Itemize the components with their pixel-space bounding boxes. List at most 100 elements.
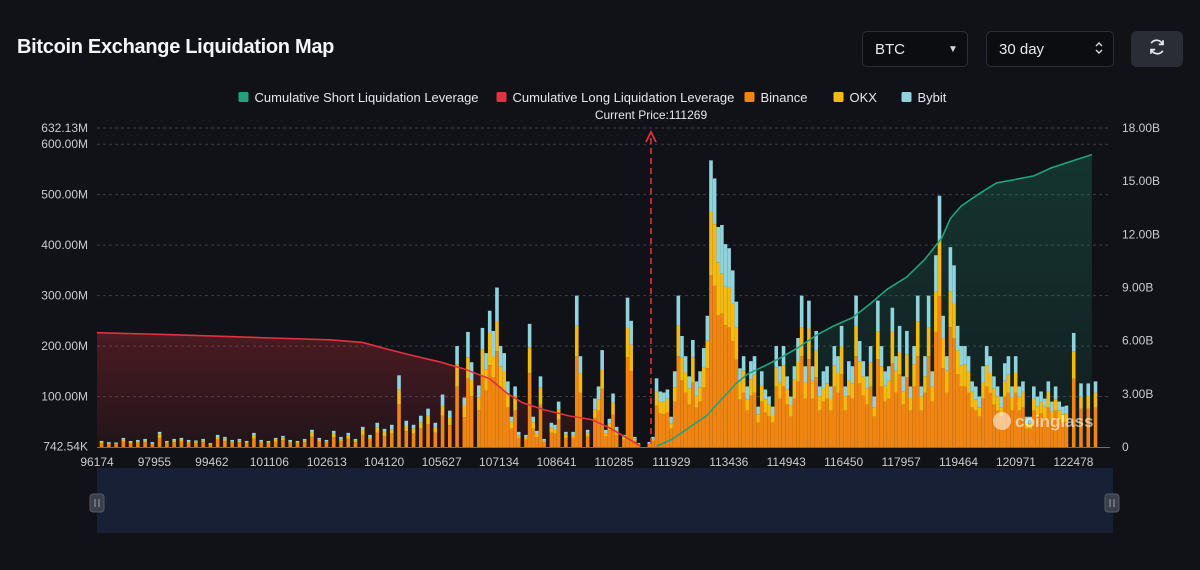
bar-stack[interactable] (611, 393, 615, 447)
refresh-button[interactable] (1131, 31, 1183, 67)
bar-stack[interactable] (651, 436, 655, 447)
bar-stack[interactable] (865, 376, 869, 447)
bar-stack[interactable] (662, 392, 666, 447)
bar-stack[interactable] (535, 430, 539, 447)
bar-stack[interactable] (564, 431, 568, 447)
legend-item[interactable]: Cumulative Short Liquidation Leverage (238, 90, 479, 105)
bar-stack[interactable] (411, 424, 416, 447)
symbol-select[interactable]: BTC ▼ (862, 31, 968, 67)
bar-stack[interactable] (836, 356, 840, 447)
bar-stack[interactable] (440, 394, 445, 447)
bar-stack[interactable] (669, 416, 673, 447)
bar-stack[interactable] (1064, 405, 1069, 447)
bar-stack[interactable] (959, 346, 964, 447)
bar-stack[interactable] (705, 315, 710, 447)
bar-stack[interactable] (593, 398, 597, 447)
bar-stack[interactable] (821, 371, 826, 447)
bar-stack[interactable] (1071, 332, 1076, 447)
bar-stack[interactable] (807, 300, 811, 447)
bar-stack[interactable] (516, 431, 521, 447)
bar-stack[interactable] (633, 436, 637, 447)
bar-stack[interactable] (756, 406, 760, 447)
bar-stack[interactable] (288, 439, 292, 447)
bar-stack[interactable] (759, 371, 764, 447)
bar-stack[interactable] (1053, 386, 1058, 447)
bar-stack[interactable] (600, 350, 604, 447)
bar-stack[interactable] (727, 248, 731, 447)
bar-stack[interactable] (1057, 401, 1062, 447)
bar-stack[interactable] (165, 440, 169, 447)
bar-stack[interactable] (752, 356, 757, 447)
bar-stack[interactable] (448, 410, 452, 447)
bar-stack[interactable] (1006, 356, 1011, 447)
bar-stack[interactable] (926, 295, 931, 447)
bar-stack[interactable] (981, 366, 985, 447)
bar-stack[interactable] (1024, 416, 1029, 447)
bar-stack[interactable] (952, 265, 956, 447)
bar-stack[interactable] (1050, 401, 1054, 447)
bar-stack[interactable] (382, 428, 387, 447)
bar-stack[interactable] (948, 247, 953, 447)
bar-stack[interactable] (767, 396, 771, 447)
bar-stack[interactable] (157, 431, 162, 447)
bar-stack[interactable] (908, 386, 913, 447)
bar-stack[interactable] (230, 439, 234, 447)
bar-stack[interactable] (915, 295, 920, 447)
bar-stack[interactable] (897, 325, 902, 447)
bar-stack[interactable] (955, 325, 960, 447)
bar-stack[interactable] (484, 353, 488, 447)
bar-stack[interactable] (179, 437, 184, 447)
bar-stack[interactable] (223, 436, 227, 447)
legend-item[interactable]: OKX (833, 90, 878, 105)
bar-stack[interactable] (1039, 391, 1043, 447)
legend-item[interactable]: Binance (744, 90, 808, 105)
bar-stack[interactable] (658, 391, 662, 447)
bar-stack[interactable] (607, 418, 612, 447)
bar-stack[interactable] (796, 337, 800, 447)
bar-stack[interactable] (571, 431, 575, 447)
bar-stack[interactable] (749, 361, 753, 447)
bar-stack[interactable] (901, 376, 906, 447)
bar-stack[interactable] (792, 366, 797, 447)
bar-stack[interactable] (462, 397, 467, 447)
bar-stack[interactable] (941, 315, 945, 447)
bar-stack[interactable] (495, 287, 499, 447)
bar-stack[interactable] (647, 441, 652, 447)
bar-stack[interactable] (360, 426, 365, 447)
bar-stack[interactable] (814, 330, 818, 447)
bar-stack[interactable] (905, 330, 909, 447)
bar-stack[interactable] (194, 440, 198, 447)
bar-stack[interactable] (331, 430, 336, 447)
bar-stack[interactable] (596, 386, 601, 447)
bar-stack[interactable] (502, 353, 507, 447)
bar-stack[interactable] (614, 426, 619, 447)
bar-stack[interactable] (1010, 386, 1014, 447)
bar-stack[interactable] (723, 244, 728, 447)
bar-stack[interactable] (687, 376, 692, 447)
bar-stack[interactable] (691, 340, 695, 447)
bar-stack[interactable] (1003, 363, 1007, 447)
bar-stack[interactable] (99, 440, 104, 447)
bar-stack[interactable] (828, 386, 833, 447)
bar-stack[interactable] (919, 386, 924, 447)
bar-stack[interactable] (770, 406, 775, 447)
bar-stack[interactable] (375, 422, 380, 447)
bar-stack[interactable] (886, 366, 891, 447)
bar-stack[interactable] (266, 440, 271, 447)
bar-stack[interactable] (883, 371, 887, 447)
bar-stack[interactable] (734, 301, 739, 447)
bar-stack[interactable] (498, 346, 503, 447)
legend-item[interactable]: Cumulative Long Liquidation Leverage (496, 90, 735, 105)
bar-stack[interactable] (556, 401, 561, 447)
bar-stack[interactable] (923, 356, 927, 447)
bar-stack[interactable] (730, 270, 735, 447)
bar-stack[interactable] (513, 386, 517, 447)
bar-stack[interactable] (930, 371, 935, 447)
bar-stack[interactable] (491, 330, 496, 447)
bar-stack[interactable] (538, 376, 543, 447)
bar-stack[interactable] (738, 368, 742, 447)
bar-stack[interactable] (810, 366, 815, 447)
bar-stack[interactable] (977, 396, 982, 447)
bar-stack[interactable] (683, 356, 688, 447)
bar-stack[interactable] (215, 434, 220, 447)
